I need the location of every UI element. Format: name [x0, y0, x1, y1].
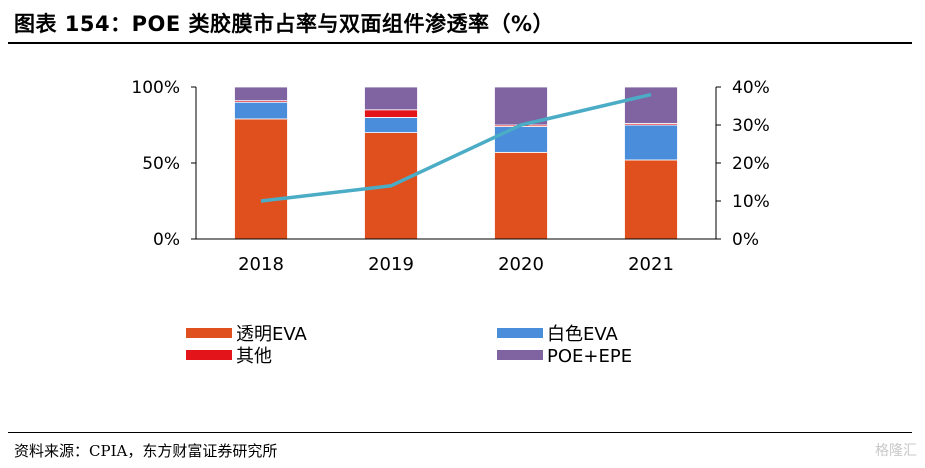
y-right-tick-label: 20%: [732, 154, 770, 174]
bar-group: [234, 86, 678, 240]
y-right-tick-label: 0%: [732, 230, 759, 250]
bar-2019-series-1: [364, 117, 418, 134]
x-tick-label: 2018: [238, 254, 284, 275]
bifacial-penetration-line: [260, 92, 652, 203]
y-left-tick-label: 50%: [142, 154, 180, 174]
legend-swatch-1: [497, 328, 543, 338]
title-divider: [8, 42, 912, 44]
legend-label-2: 其他: [236, 346, 272, 367]
x-tick-label: 2019: [368, 254, 414, 275]
legend-label-3: POE+EPE: [547, 346, 632, 367]
bar-2019-series-3: [364, 86, 418, 111]
y-right-tick-label: 30%: [732, 116, 770, 136]
source-note: 资料来源：CPIA，东方财富证券研究所: [14, 442, 278, 460]
bar-2019-series-2: [364, 109, 418, 118]
legend-swatch-3: [497, 350, 543, 360]
legend-swatch-2: [186, 350, 232, 360]
legend: 透明EVA 白色EVA 其他 POE+EPE: [186, 324, 632, 367]
bar-2021-series-0: [624, 159, 678, 240]
bar-2018-series-3: [234, 86, 288, 102]
axes: 2018 2019 2020 2021 0% 50% 100% 0% 10% 20% 30% 40%: [131, 78, 769, 275]
bar-2020-series-1: [494, 126, 548, 153]
legend-label-0: 透明EVA: [236, 324, 308, 345]
footer-divider: [8, 432, 912, 433]
legend-swatch-0: [186, 328, 232, 338]
bar-2018-series-1: [234, 101, 288, 120]
watermark-logo: 格隆汇: [875, 443, 917, 459]
x-tick-label: 2021: [628, 254, 674, 275]
y-right-tick-label: 40%: [732, 78, 770, 98]
x-tick-label: 2020: [498, 254, 544, 275]
bar-2021-series-3: [624, 86, 678, 124]
bar-2021-series-1: [624, 124, 678, 161]
page-title: 图表 154：POE 类胶膜市占率与双面组件渗透率（%）: [14, 12, 555, 36]
stacked-bar-line-chart: 2018 2019 2020 20210%50%100%0%10%20%30%40% …: [131, 78, 769, 367]
legend-label-1: 白色EVA: [547, 324, 619, 345]
bar-2018-series-0: [234, 118, 288, 240]
bar-2020-series-0: [494, 151, 548, 240]
y-right-tick-label: 10%: [732, 192, 770, 212]
y-left-tick-label: 0%: [153, 230, 180, 250]
y-left-tick-label: 100%: [131, 78, 180, 98]
bar-2020-series-3: [494, 86, 548, 126]
penetration-line-group: [260, 92, 652, 203]
